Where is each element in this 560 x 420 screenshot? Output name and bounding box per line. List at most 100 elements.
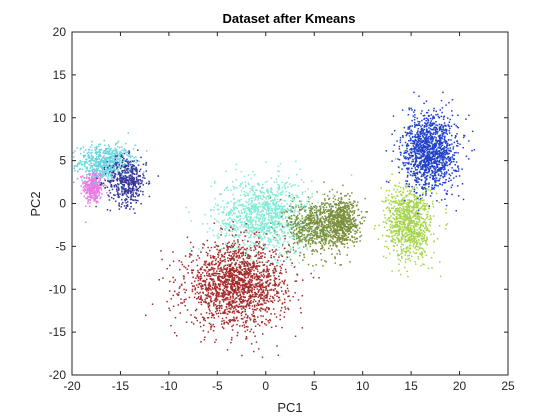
data-point: [217, 245, 219, 248]
data-point: [306, 247, 308, 249]
data-point: [250, 275, 252, 278]
data-point: [251, 202, 253, 204]
data-point: [248, 220, 250, 223]
data-point: [87, 154, 90, 156]
data-point: [282, 210, 285, 213]
data-point: [257, 257, 259, 260]
data-point: [200, 275, 202, 278]
data-point: [237, 291, 240, 293]
data-point: [323, 210, 326, 213]
data-point: [248, 232, 250, 235]
data-point: [256, 223, 259, 226]
data-point: [268, 207, 271, 210]
data-point: [208, 269, 210, 271]
data-point: [310, 215, 312, 218]
data-point: [321, 240, 324, 242]
data-point: [266, 280, 268, 283]
data-point: [210, 278, 212, 280]
data-point: [112, 176, 115, 178]
data-point: [220, 292, 223, 294]
data-point: [214, 311, 217, 313]
data-point: [245, 226, 248, 229]
data-point: [274, 288, 276, 290]
data-point: [294, 233, 297, 236]
data-point: [220, 231, 223, 233]
data-point: [141, 180, 144, 182]
data-point: [274, 212, 276, 214]
data-point: [252, 315, 254, 317]
data-point: [256, 195, 258, 197]
data-point: [273, 246, 275, 248]
data-point: [298, 225, 301, 227]
data-point: [246, 207, 248, 209]
data-point: [206, 222, 209, 225]
data-point: [324, 238, 326, 241]
data-point: [108, 180, 111, 183]
data-point: [271, 199, 274, 202]
data-point: [249, 330, 251, 333]
data-point: [225, 289, 228, 292]
data-point: [273, 202, 275, 205]
data-point: [272, 271, 275, 273]
data-point: [206, 231, 209, 233]
data-point: [289, 299, 291, 302]
data-point: [213, 268, 215, 270]
data-point: [136, 178, 138, 180]
data-point: [267, 293, 269, 296]
data-point: [224, 271, 227, 274]
data-point: [126, 167, 129, 170]
data-point: [91, 180, 93, 182]
data-point: [238, 255, 240, 257]
data-point: [278, 246, 280, 249]
data-point: [252, 223, 254, 225]
data-point: [229, 270, 232, 272]
data-point: [255, 241, 257, 243]
data-point: [97, 186, 100, 189]
data-point: [113, 153, 116, 155]
data-point: [218, 213, 220, 215]
data-point: [120, 179, 123, 182]
data-point: [264, 205, 267, 207]
data-point: [124, 180, 127, 182]
data-point: [236, 316, 238, 319]
data-point: [299, 224, 302, 227]
data-point: [233, 198, 236, 200]
data-point: [329, 215, 332, 218]
data-point: [88, 205, 91, 207]
data-point: [224, 286, 227, 288]
data-point: [249, 270, 251, 272]
data-point: [96, 170, 98, 172]
data-point: [117, 172, 119, 175]
data-point: [206, 287, 209, 290]
data-point: [281, 280, 284, 282]
data-point: [292, 295, 294, 298]
data-point: [240, 301, 242, 304]
data-point: [340, 196, 343, 199]
data-point: [258, 225, 260, 227]
data-point: [73, 181, 75, 184]
data-point: [121, 170, 123, 172]
data-point: [120, 156, 123, 159]
data-point: [208, 308, 210, 310]
data-point: [292, 223, 294, 225]
data-point: [86, 188, 89, 190]
data-point: [97, 175, 99, 177]
data-point: [296, 227, 298, 230]
data-point: [289, 216, 291, 219]
data-point: [324, 229, 326, 232]
data-point: [101, 183, 103, 185]
data-point: [243, 287, 246, 290]
data-point: [240, 199, 242, 201]
data-point: [73, 156, 75, 158]
data-point: [97, 185, 99, 188]
data-point: [252, 228, 255, 230]
data-point: [282, 282, 285, 284]
data-point: [295, 280, 298, 282]
data-point: [99, 162, 102, 164]
data-point: [315, 220, 318, 222]
data-point: [250, 302, 252, 304]
data-point: [226, 321, 229, 324]
data-point: [290, 206, 293, 208]
data-point: [74, 164, 76, 167]
data-point: [114, 169, 116, 172]
